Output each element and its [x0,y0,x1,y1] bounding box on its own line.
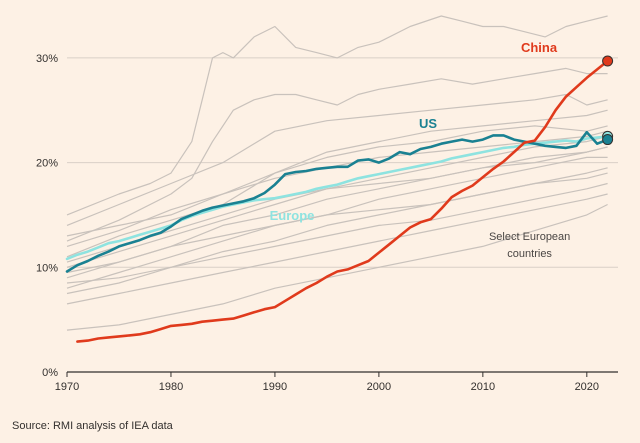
y-tick-label: 10% [36,262,58,274]
series-line-country-2 [66,67,608,242]
source-note: Source: RMI analysis of IEA data [12,420,173,432]
annotation-select-european-countries: Select European countries [489,231,570,260]
x-tick-label: 2020 [575,381,599,393]
series-label-china: China [521,40,558,55]
series-line-country-5 [66,125,608,237]
series-line-country-8 [66,156,608,289]
background-series [66,15,608,331]
y-tick-label: 0% [42,367,58,379]
labels: China US Europe Select European countries [270,40,571,260]
series-line-country-9 [66,167,608,295]
series-line-china [76,59,609,343]
x-tick-label: 2010 [471,381,495,393]
x-tick-label: 1970 [55,381,79,393]
gridlines: 0% 10% 20% 30% [36,53,618,379]
y-tick-label: 20% [36,158,58,170]
series-line-europe [65,135,609,261]
y-tick-label: 30% [36,53,58,65]
endpoint-marker-us [602,134,614,146]
x-tick-label: 2000 [367,381,391,393]
chart: 0% 10% 20% 30% 1970 1980 1990 2000 2010 2020 Chi… [36,15,618,393]
series-line-country-12 [66,203,608,331]
series-line-country-10 [66,182,608,284]
series-line-us [65,130,609,273]
series-line-country-1 [66,15,608,216]
x-tick-label: 1980 [159,381,183,393]
series-line-country-4 [66,109,608,258]
series-label-us: US [419,116,437,131]
x-tick-label: 1990 [263,381,287,393]
series-line-country-11 [66,193,608,305]
highlight-series [65,55,614,343]
x-axis: 1970 1980 1990 2000 2010 2020 [55,371,618,393]
series-label-europe: Europe [270,208,315,223]
series-line-country-14 [66,172,608,274]
series-line-country-15 [66,146,608,263]
series-line-country-3 [66,93,608,226]
endpoint-marker-china [602,55,614,67]
